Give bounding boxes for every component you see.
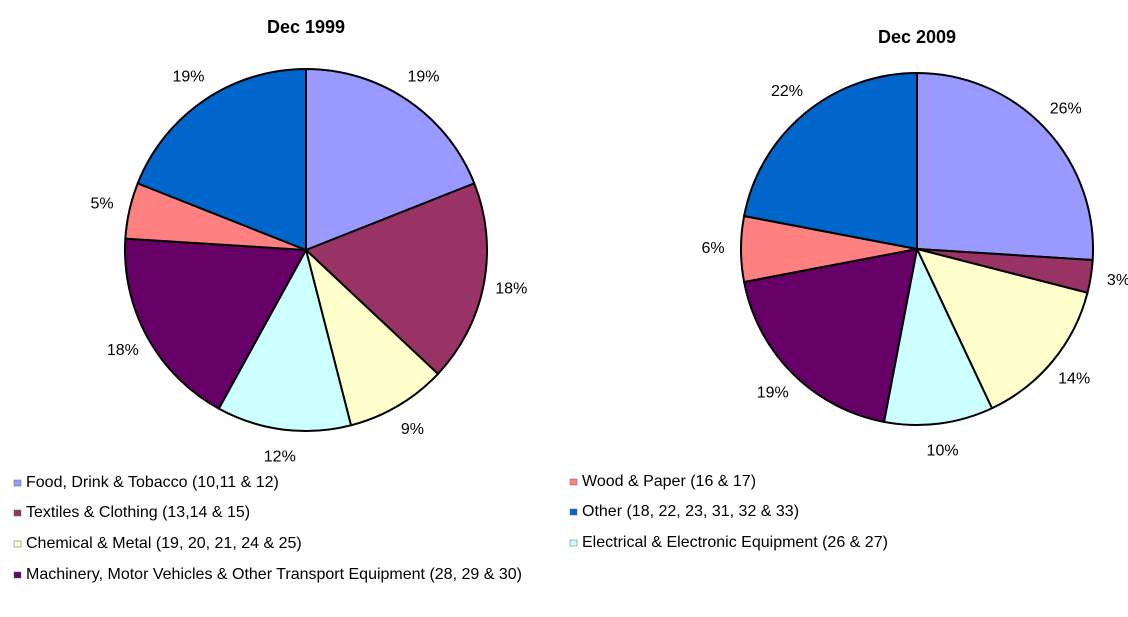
data-label: 10% xyxy=(927,443,959,460)
pie-slice xyxy=(915,247,1089,410)
legend-marker xyxy=(569,478,578,486)
legend-marker xyxy=(13,571,22,579)
pie-slice xyxy=(882,245,994,426)
legend-label: Wood & Paper (16 & 17) xyxy=(582,473,756,490)
pie-slice xyxy=(304,182,488,376)
data-label: 19% xyxy=(407,68,439,85)
pie-slice xyxy=(304,246,440,427)
data-label: 9% xyxy=(401,421,424,438)
pie-slice xyxy=(305,67,476,252)
data-label: 3% xyxy=(1107,272,1128,289)
pie-slice xyxy=(136,67,307,252)
pie-slice xyxy=(124,237,308,410)
pie-slice xyxy=(742,247,919,424)
data-label: 19% xyxy=(757,384,789,401)
data-label: 14% xyxy=(1058,370,1090,387)
legend-label: Food, Drink & Tobacco (10,11 & 12) xyxy=(26,474,279,491)
pie-slice xyxy=(916,71,1094,262)
legend-label: Other (18, 22, 23, 31, 32 & 33) xyxy=(582,503,799,520)
data-label: 22% xyxy=(771,83,803,100)
data-label: 18% xyxy=(495,280,527,297)
legend-marker xyxy=(13,540,22,548)
legend-label: Chemical & Metal (19, 20, 21, 24 & 25) xyxy=(26,535,302,552)
pie-slice xyxy=(742,71,918,251)
data-label: 6% xyxy=(701,240,724,257)
chart-title: Dec 2009 xyxy=(878,27,956,47)
chart-title: Dec 1999 xyxy=(267,17,345,37)
data-label: 18% xyxy=(107,342,139,359)
legend-marker xyxy=(13,509,22,517)
pie-slice xyxy=(217,247,353,432)
legend-label: Machinery, Motor Vehicles & Other Transp… xyxy=(26,566,522,583)
data-label: 19% xyxy=(173,68,205,85)
legend-label: Electrical & Electronic Equipment (26 & … xyxy=(582,534,888,551)
legend-marker xyxy=(569,508,578,516)
data-label: 26% xyxy=(1050,101,1082,118)
legend-marker xyxy=(13,479,22,487)
data-label: 12% xyxy=(264,449,296,466)
data-label: 5% xyxy=(90,196,113,213)
legend-marker xyxy=(569,539,578,547)
legend-label: Textiles & Clothing (13,14 & 15) xyxy=(26,504,250,521)
